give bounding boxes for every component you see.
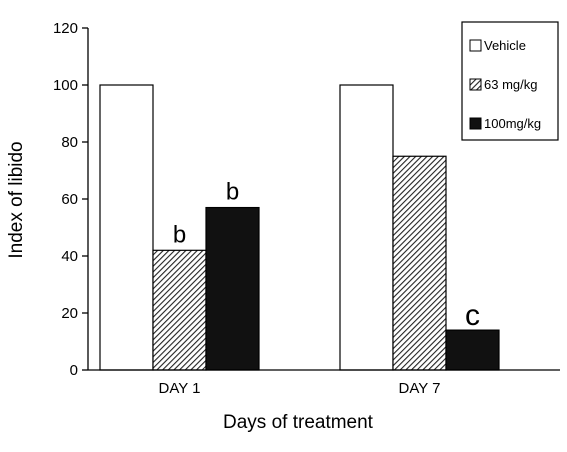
bars: [99, 84, 500, 371]
y-tick-label: 120: [53, 20, 78, 37]
bar-white: [339, 84, 394, 371]
legend-swatch-hatched: [469, 78, 482, 91]
bar-hatched: [392, 155, 447, 371]
legend-label: 63 mg/kg: [484, 77, 537, 92]
y-axis-title: Index of libido: [6, 141, 27, 258]
significance-letter: b: [173, 221, 186, 248]
x-category-label: DAY 7: [399, 380, 441, 397]
legend-swatch-white: [469, 39, 482, 52]
y-tick-label: 0: [70, 362, 78, 379]
significance-letter: b: [226, 179, 239, 206]
y-tick-label: 40: [61, 248, 78, 265]
bar-black: [205, 206, 260, 371]
x-axis-title: Days of treatment: [223, 412, 374, 433]
x-category-label: DAY 1: [159, 380, 201, 397]
y-tick-label: 100: [53, 77, 78, 94]
y-axis: 0 20 40 60 80 100 120: [53, 20, 89, 379]
y-tick-label: 60: [61, 191, 78, 208]
x-axis: DAY 1 DAY 7: [88, 369, 560, 397]
bar-black: [445, 329, 500, 371]
bar-hatched: [152, 249, 207, 371]
legend: Vehicle 63 mg/kg 100mg/kg: [461, 21, 559, 141]
legend-swatch-black: [469, 117, 482, 130]
significance-letter: c: [465, 299, 480, 332]
legend-label: 100mg/kg: [484, 116, 541, 131]
bar-white: [99, 84, 154, 371]
y-tick-label: 20: [61, 305, 78, 322]
legend-label: Vehicle: [484, 38, 526, 53]
y-tick-label: 80: [61, 134, 78, 151]
annotations: b b c: [173, 179, 480, 333]
